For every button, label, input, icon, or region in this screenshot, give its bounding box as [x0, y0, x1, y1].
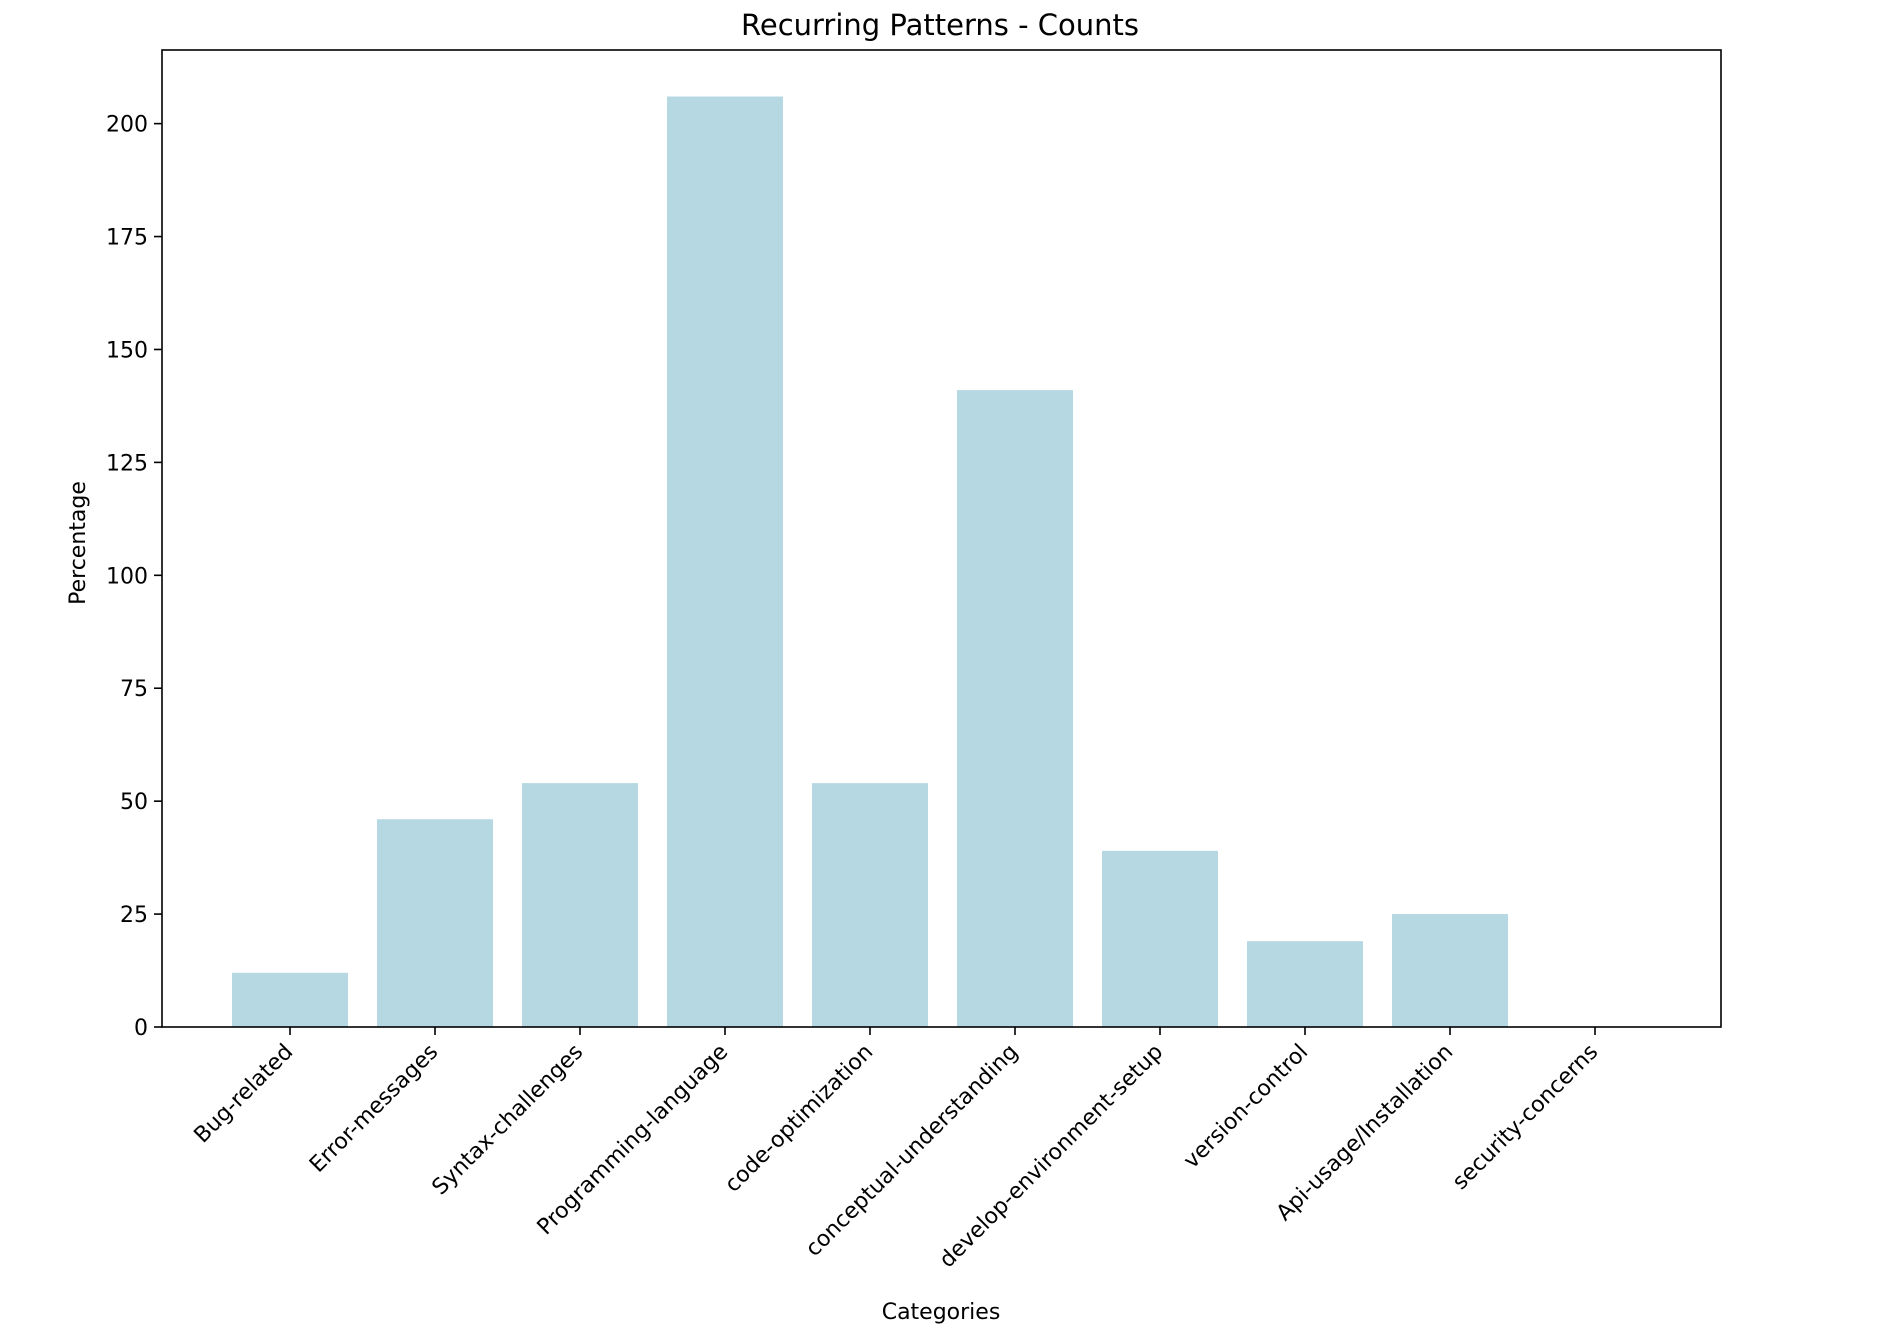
y-axis: 0 25 50 75 100 125 150 175 200	[106, 113, 162, 1041]
x-tick-label: security-concerns	[1448, 1040, 1603, 1195]
x-axis-label: Categories	[882, 1300, 1001, 1325]
x-tick-label: Syntax-challenges	[428, 1040, 589, 1201]
y-tick-label: 75	[120, 677, 148, 702]
x-axis: Bug-related Error-messagesSyntax-challeng…	[190, 1027, 1603, 1273]
bar	[522, 783, 638, 1027]
y-tick-label: 150	[106, 338, 148, 363]
bar	[232, 972, 348, 1027]
y-tick-label: 50	[120, 790, 148, 815]
y-tick-label: 0	[134, 1016, 148, 1041]
bar	[1102, 850, 1218, 1027]
y-tick-label: 25	[120, 903, 148, 928]
bars-group	[232, 96, 1508, 1027]
x-tick-label: version-control	[1179, 1040, 1313, 1174]
x-tick-label: code-optimization	[720, 1040, 878, 1198]
y-tick-label: 100	[106, 564, 148, 589]
bar	[1247, 941, 1363, 1027]
plot-frame	[161, 49, 1722, 1028]
y-tick-label: 200	[106, 113, 148, 138]
bar	[1392, 914, 1508, 1027]
bar	[957, 390, 1073, 1027]
bar	[377, 819, 493, 1027]
y-tick-label: 125	[106, 451, 148, 476]
bar	[667, 96, 783, 1027]
chart-title: Recurring Patterns - Counts	[741, 8, 1139, 42]
bar	[812, 783, 928, 1027]
y-axis-label: Percentage	[66, 481, 91, 605]
y-tick-label: 175	[106, 226, 148, 251]
x-tick-label: Error-messages	[305, 1040, 443, 1178]
x-tick-label: Bug-related	[190, 1040, 299, 1149]
